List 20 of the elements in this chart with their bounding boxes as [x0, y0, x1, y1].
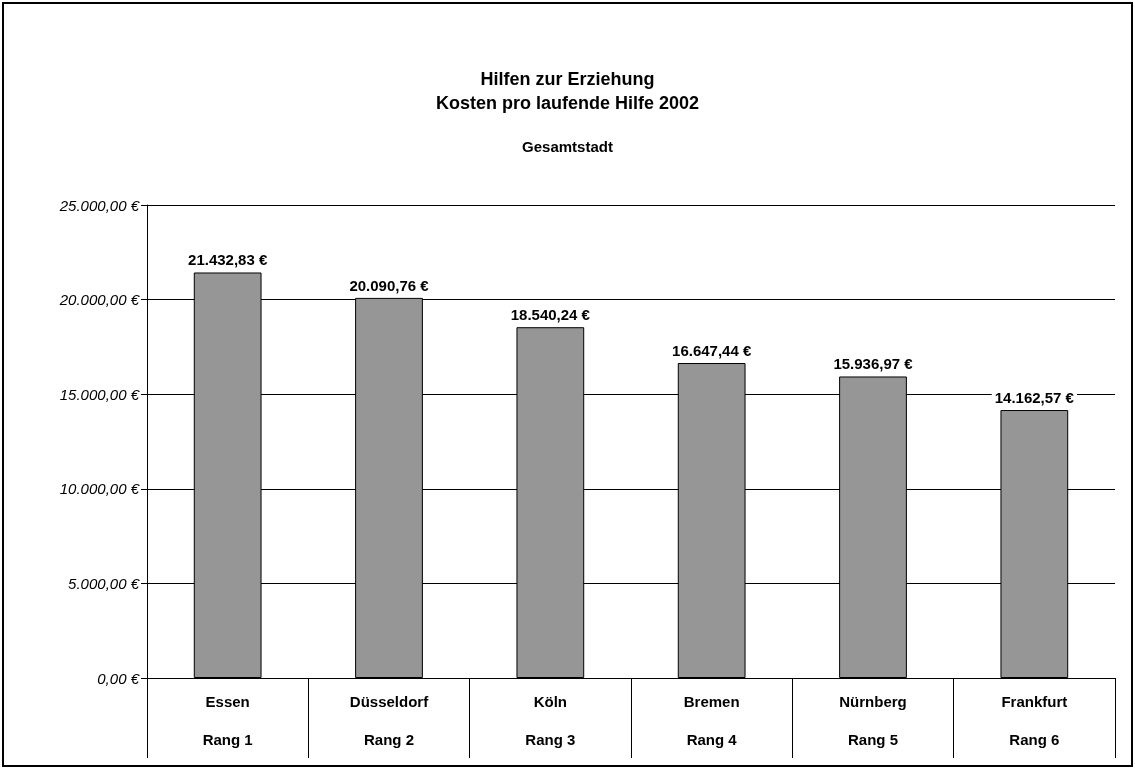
category-label: Düsseldorf Rang 2 [349, 693, 429, 748]
data-label: 21.432,83 € [188, 251, 268, 269]
data-label: 18.540,24 € [510, 306, 591, 324]
chart-title: Hilfen zur Erziehung Kosten pro laufende Hilfe 2002 [435, 69, 700, 113]
chart-subtitle: Gesamtstadt [522, 138, 613, 155]
category-label: Frankfurt Rang 6 [1001, 693, 1068, 748]
y-tick-label: 5.000,00 € [68, 574, 140, 592]
data-label: 14.162,57 € [994, 389, 1075, 407]
y-tick-label: 0,00 € [97, 669, 140, 687]
y-tick-label: 25.000,00 € [58, 196, 140, 214]
category-label: Köln Rang 3 [525, 693, 576, 748]
category-label: Bremen Rang 4 [683, 693, 740, 748]
data-label: 15.936,97 € [833, 355, 914, 373]
y-tick-label: 10.000,00 € [59, 480, 140, 498]
y-tick-label: 15.000,00 € [59, 385, 140, 403]
y-tick-label: 20.000,00 € [58, 291, 140, 309]
data-label: 16.647,44 € [672, 342, 752, 360]
category-label: Essen Rang 1 [202, 693, 253, 748]
category-label: Nürnberg Rang 5 [839, 693, 907, 748]
data-label: 20.090,76 € [349, 276, 430, 294]
